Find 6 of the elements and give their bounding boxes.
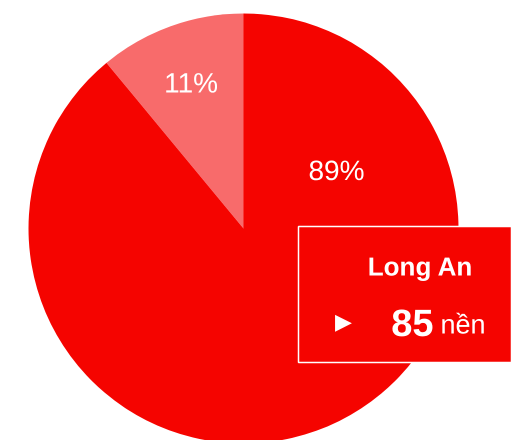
data-label: 89% (308, 155, 365, 186)
slice-label: Long An (368, 252, 472, 282)
text: ▶ (335, 310, 352, 335)
data-label: 11% (164, 67, 218, 98)
text: 85 (391, 303, 434, 345)
text: nền (440, 310, 486, 340)
